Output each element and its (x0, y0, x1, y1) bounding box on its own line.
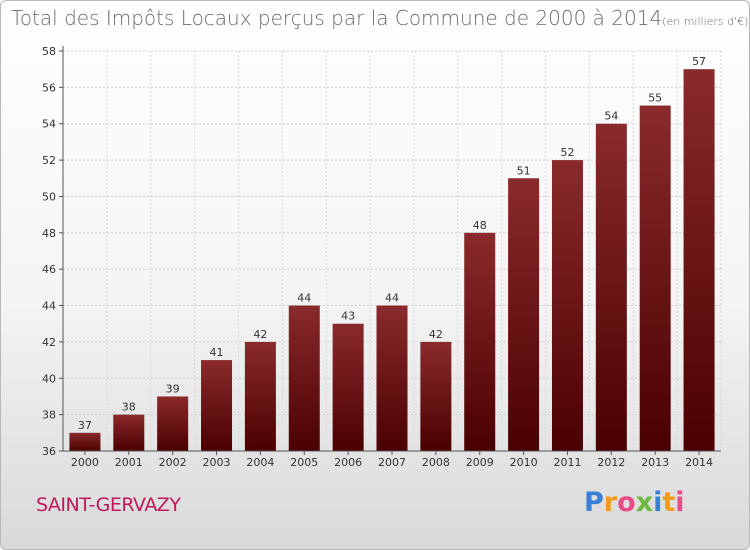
x-tick-label: 2005 (290, 456, 318, 469)
bar-value-label: 48 (473, 219, 487, 232)
chart-title: Total des Impôts Locaux perçus par la Co… (11, 6, 748, 30)
logo-letter: x (635, 487, 654, 518)
x-tick-label: 2010 (510, 456, 538, 469)
y-tick-label: 48 (42, 227, 56, 240)
y-tick-label: 44 (42, 300, 56, 313)
x-tick-label: 2013 (641, 456, 669, 469)
bar-value-label: 51 (517, 164, 531, 177)
y-tick-label: 56 (42, 81, 56, 94)
bar (595, 123, 627, 452)
bar-value-label: 37 (78, 419, 92, 432)
bar (69, 432, 101, 451)
bar-value-label: 52 (560, 146, 574, 159)
chart-title-text: Total des Impôts Locaux perçus par la Co… (11, 6, 663, 30)
y-tick-label: 36 (42, 445, 56, 458)
x-tick-label: 2012 (597, 456, 625, 469)
y-tick-label: 50 (42, 190, 56, 203)
bar (288, 305, 320, 451)
bar-value-label: 44 (297, 292, 311, 305)
x-tick-label: 2006 (334, 456, 362, 469)
y-tick-label: 40 (42, 372, 56, 385)
logo-letter: t (662, 487, 676, 518)
logo-letter: P (584, 487, 604, 518)
x-tick-label: 2002 (159, 456, 187, 469)
x-tick-label: 2001 (115, 456, 143, 469)
x-tick-label: 2009 (466, 456, 494, 469)
bar-value-label: 38 (122, 401, 136, 414)
proxiti-logo: Proxiti (584, 487, 685, 518)
y-tick-label: 46 (42, 263, 56, 276)
y-tick-label: 58 (42, 45, 56, 58)
bar-value-label: 43 (341, 310, 355, 323)
bar-value-label: 42 (429, 328, 443, 341)
bar-value-label: 41 (210, 346, 224, 359)
x-tick-label: 2008 (422, 456, 450, 469)
x-tick-label: 2000 (71, 456, 99, 469)
y-tick-label: 38 (42, 409, 56, 422)
logo-letter: i (653, 487, 663, 518)
logo-letter: o (617, 487, 636, 518)
x-tick-label: 2003 (203, 456, 231, 469)
y-tick-label: 42 (42, 336, 56, 349)
bar-value-label: 54 (604, 110, 618, 123)
logo-letter: i (675, 487, 685, 518)
bar (683, 69, 715, 451)
bar-value-label: 42 (253, 328, 267, 341)
chart-title-unit: (en milliers d'€) (662, 15, 749, 28)
x-tick-label: 2014 (685, 456, 713, 469)
bar (113, 414, 145, 451)
bar (157, 396, 189, 451)
x-tick-label: 2004 (246, 456, 274, 469)
x-tick-label: 2007 (378, 456, 406, 469)
bar (420, 341, 452, 451)
bar-value-label: 39 (166, 382, 180, 395)
x-tick-label: 2011 (553, 456, 581, 469)
commune-name: SAINT-GERVAZY (36, 494, 181, 516)
y-tick-label: 54 (42, 118, 56, 131)
bar (464, 232, 496, 451)
bar (332, 323, 364, 451)
bar-value-label: 55 (648, 92, 662, 105)
bar (551, 160, 583, 451)
y-tick-label: 52 (42, 154, 56, 167)
bar (508, 178, 540, 452)
logo-letter: r (603, 487, 618, 518)
bar-value-label: 57 (692, 55, 706, 68)
bar-value-label: 44 (385, 292, 399, 305)
bar (376, 305, 408, 451)
bar (244, 341, 276, 451)
bar (201, 360, 233, 451)
bar (639, 105, 671, 451)
